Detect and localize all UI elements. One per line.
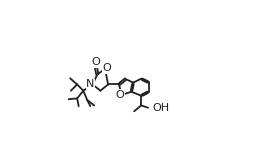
Text: O: O bbox=[91, 58, 100, 67]
Text: O: O bbox=[102, 63, 111, 73]
Text: OH: OH bbox=[152, 103, 169, 113]
Text: O: O bbox=[115, 90, 124, 100]
Text: N: N bbox=[86, 80, 94, 89]
